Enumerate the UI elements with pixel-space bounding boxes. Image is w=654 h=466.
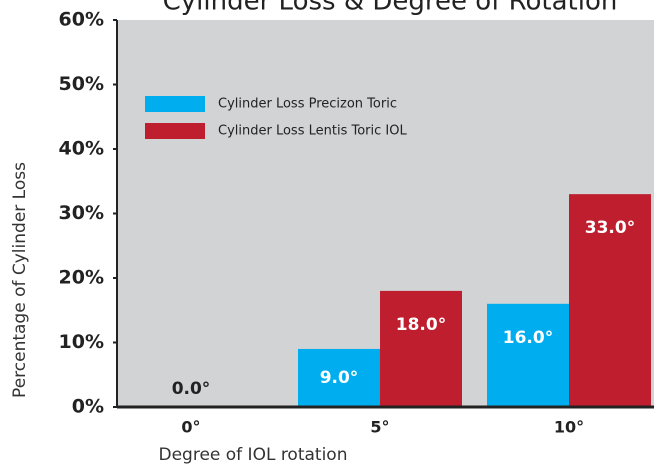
x-tick-label: 5° [370,418,389,437]
y-tick-label: 10% [59,331,104,353]
value-label: 9.0° [320,368,359,388]
chart-title: Cylinder Loss & Degree of Rotation [163,0,618,17]
legend-label: Cylinder Loss Precizon Toric [218,97,397,112]
x-tick-label: 10° [554,418,584,437]
value-label: 16.0° [503,328,553,348]
value-label: 33.0° [585,218,635,238]
legend-swatch [145,123,205,139]
x-axis-label: Degree of IOL rotation [158,445,347,465]
legend-swatch [145,96,205,112]
y-tick-label: 40% [59,138,104,160]
bar [298,348,380,407]
y-tick-label: 30% [59,202,104,224]
y-tick-label: 60% [59,9,104,31]
y-tick-label: 20% [59,267,104,289]
legend-label: Cylinder Loss Lentis Toric IOL [218,124,407,139]
value-label: 0.0° [172,379,211,399]
bar [569,194,651,407]
bar [487,303,569,407]
y-axis-label: Percentage of Cylinder Loss [10,162,30,398]
y-tick-label: 0% [72,396,104,418]
y-tick-label: 50% [59,73,104,95]
bar [380,290,462,407]
x-tick-label: 0° [181,418,200,437]
value-label: 18.0° [396,315,446,335]
